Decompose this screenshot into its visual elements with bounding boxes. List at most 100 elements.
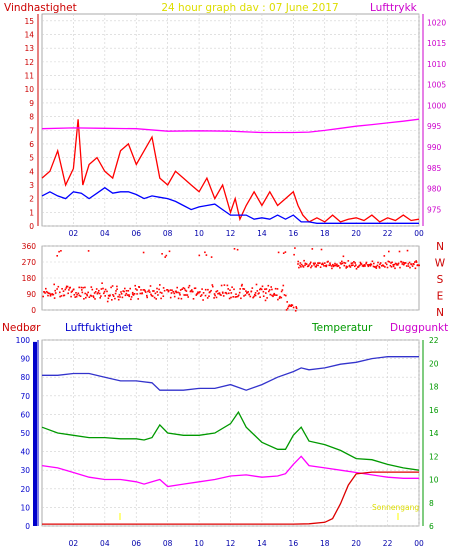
direction-point bbox=[365, 261, 368, 264]
direction-point bbox=[112, 295, 115, 297]
direction-tick-label: 0 bbox=[31, 306, 36, 315]
time-tick-label: 02 bbox=[69, 539, 79, 548]
direction-point bbox=[295, 306, 297, 308]
direction-point bbox=[163, 289, 166, 292]
direction-point bbox=[265, 292, 267, 294]
direction-point bbox=[386, 266, 389, 269]
direction-point bbox=[378, 265, 380, 268]
direction-point bbox=[290, 304, 293, 306]
direction-point bbox=[336, 265, 338, 268]
direction-point bbox=[60, 295, 63, 297]
direction-point bbox=[87, 250, 90, 252]
direction-point bbox=[230, 292, 233, 294]
direction-point bbox=[117, 298, 120, 301]
direction-point bbox=[234, 296, 237, 298]
direction-point bbox=[187, 296, 189, 298]
time-tick-label: 10 bbox=[194, 539, 204, 548]
direction-point bbox=[210, 289, 212, 292]
direction-point bbox=[240, 285, 243, 287]
direction-point bbox=[378, 267, 381, 269]
direction-point bbox=[359, 264, 361, 267]
direction-point bbox=[388, 250, 390, 253]
direction-point bbox=[225, 292, 228, 295]
direction-point bbox=[290, 305, 292, 307]
direction-point bbox=[173, 292, 175, 295]
direction-point bbox=[175, 290, 177, 293]
direction-point bbox=[360, 263, 363, 265]
direction-point bbox=[209, 291, 211, 293]
direction-point bbox=[333, 264, 335, 267]
direction-point bbox=[218, 292, 221, 294]
pressure-tick-label: 1000 bbox=[427, 101, 446, 110]
direction-point bbox=[366, 264, 369, 266]
direction-point bbox=[197, 291, 199, 293]
direction-point bbox=[362, 265, 365, 268]
direction-point bbox=[311, 248, 314, 250]
direction-point bbox=[70, 291, 73, 293]
wind-tick-label: 1 bbox=[29, 208, 34, 217]
wind-tick-label: 15 bbox=[24, 17, 34, 26]
direction-point bbox=[75, 295, 78, 298]
direction-point bbox=[379, 263, 381, 266]
direction-point bbox=[49, 294, 52, 296]
direction-point bbox=[232, 296, 234, 298]
humidity-axis: 0 10 20 30 40 50 60 70 80 90 100 bbox=[16, 336, 39, 531]
direction-point bbox=[60, 250, 62, 252]
direction-point bbox=[204, 251, 206, 254]
direction-point bbox=[357, 266, 360, 268]
direction-point bbox=[215, 296, 218, 299]
direction-point bbox=[137, 298, 139, 300]
direction-point bbox=[198, 254, 201, 257]
direction-point bbox=[329, 264, 332, 266]
direction-point bbox=[320, 248, 323, 251]
direction-point bbox=[407, 263, 410, 265]
direction-point bbox=[365, 262, 367, 265]
direction-point bbox=[397, 262, 400, 265]
rain-bar bbox=[33, 341, 37, 526]
time-tick-label: 02 bbox=[69, 229, 79, 238]
direction-point bbox=[71, 290, 73, 292]
direction-point bbox=[172, 290, 174, 293]
wind-speed-label: Vindhastighet bbox=[4, 2, 77, 14]
time-tick-label: 06 bbox=[131, 539, 141, 548]
direction-point bbox=[233, 248, 236, 250]
direction-point bbox=[43, 291, 46, 293]
direction-point bbox=[237, 295, 239, 298]
direction-point bbox=[146, 294, 148, 297]
direction-point bbox=[153, 296, 156, 299]
direction-point bbox=[300, 263, 303, 266]
direction-point bbox=[107, 294, 110, 297]
direction-point bbox=[182, 287, 185, 289]
direction-point bbox=[327, 260, 329, 263]
direction-point bbox=[85, 296, 87, 299]
direction-point bbox=[167, 290, 170, 292]
direction-point bbox=[361, 265, 364, 267]
direction-point bbox=[207, 288, 209, 291]
direction-point bbox=[261, 285, 264, 288]
direction-point bbox=[277, 298, 279, 301]
direction-point bbox=[279, 295, 281, 298]
direction-point bbox=[56, 288, 58, 290]
direction-point bbox=[227, 288, 229, 290]
direction-point bbox=[392, 265, 395, 268]
direction-point bbox=[400, 261, 403, 263]
direction-point bbox=[220, 284, 223, 287]
wind-tick-label: 3 bbox=[29, 181, 34, 190]
direction-point bbox=[75, 292, 77, 294]
direction-point bbox=[351, 264, 353, 267]
direction-point bbox=[324, 262, 326, 264]
direction-point bbox=[265, 288, 268, 290]
direction-point bbox=[81, 291, 84, 294]
direction-point bbox=[354, 262, 356, 264]
direction-point bbox=[115, 290, 117, 292]
direction-point bbox=[375, 265, 378, 268]
direction-point bbox=[240, 297, 242, 300]
direction-point bbox=[212, 285, 214, 288]
wind-tick-label: 7 bbox=[29, 126, 34, 135]
direction-point bbox=[337, 265, 340, 267]
direction-point bbox=[117, 295, 119, 298]
time-tick-label: 22 bbox=[383, 229, 393, 238]
direction-point bbox=[384, 262, 387, 264]
direction-point bbox=[143, 289, 146, 291]
direction-point bbox=[93, 292, 96, 294]
